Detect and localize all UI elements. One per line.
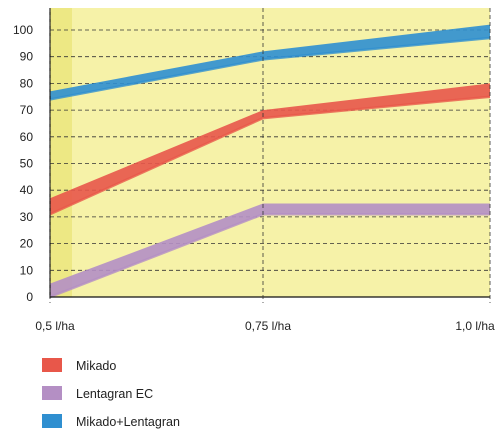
plot-left-shade (50, 8, 72, 297)
legend-swatch-mikado-lentagran (42, 414, 62, 428)
x-tick-label-0: 0,5 l/ha (35, 319, 75, 333)
y-tick-label-30: 30 (20, 210, 34, 224)
y-tick-label-50: 50 (20, 157, 34, 171)
legend-swatch-lentagran-ec (42, 386, 62, 400)
y-tick-label-80: 80 (20, 76, 34, 90)
series-band-mikado-lentagran (50, 24, 490, 100)
y-tick-label-100: 100 (13, 23, 33, 37)
legend-swatch-mikado (42, 358, 62, 372)
series-band-mikado (50, 83, 490, 215)
y-tick-label-40: 40 (20, 183, 34, 197)
x-tick-label-1: 0,75 l/ha (245, 319, 291, 333)
legend-label-mikado-lentagran: Mikado+Lentagran (76, 415, 180, 429)
y-tick-labels: 0 10 20 30 40 50 60 70 80 90 100 (13, 23, 33, 304)
series-line-mikado (49, 95, 491, 216)
legend-label-mikado: Mikado (76, 359, 116, 373)
series-band-lentagran-ec (50, 203, 490, 297)
y-tick-label-70: 70 (20, 103, 34, 117)
y-tick-label-90: 90 (20, 50, 34, 64)
y-tick-label-60: 60 (20, 130, 34, 144)
legend: Mikado Lentagran EC Mikado+Lentagran (42, 358, 180, 429)
y-tick-label-0: 0 (26, 290, 33, 304)
x-tick-labels: 0,5 l/ha 0,75 l/ha 1,0 l/ha (35, 319, 495, 333)
axes (49, 8, 491, 303)
legend-label-lentagran-ec: Lentagran EC (76, 387, 153, 401)
y-tick-label-20: 20 (20, 237, 34, 251)
x-tick-label-2: 1,0 l/ha (455, 319, 495, 333)
y-tick-label-10: 10 (20, 263, 34, 277)
